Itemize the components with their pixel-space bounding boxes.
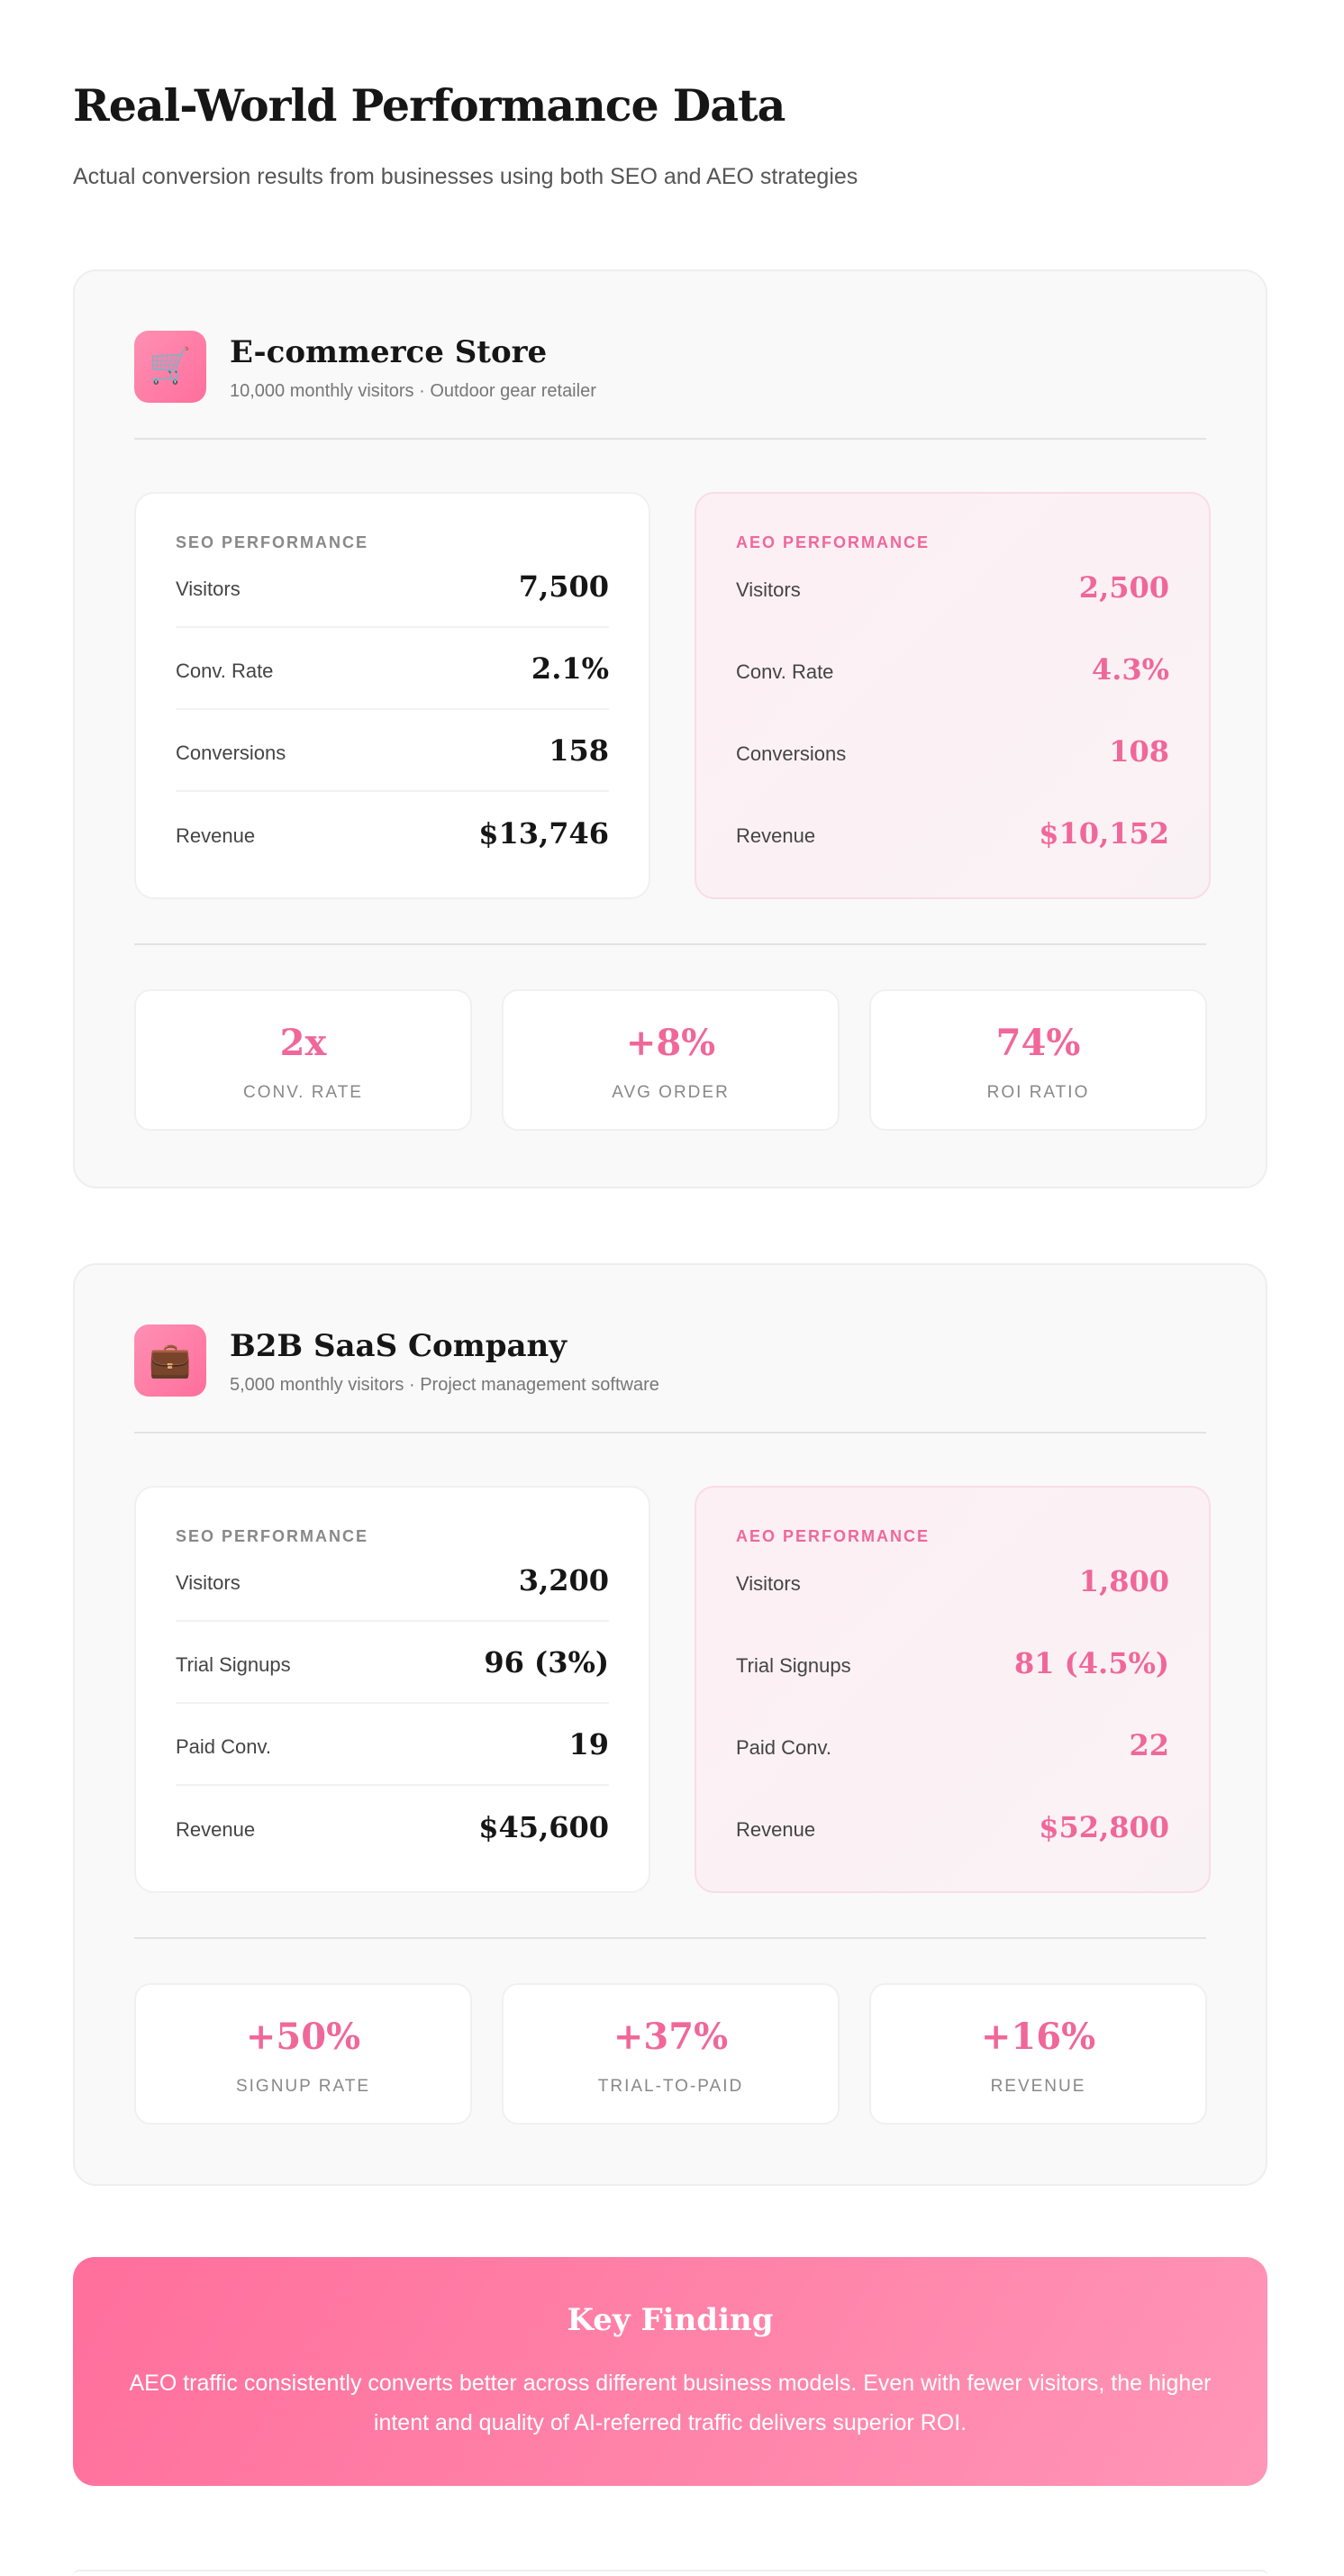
seo-performance-label: SEO PERFORMANCE	[176, 533, 369, 551]
seo-performance-panel: SEO PERFORMANCE Visitors 7,500 Conv. Rat…	[134, 492, 650, 899]
metric-label: Trial Signups	[176, 1652, 291, 1676]
metric-row: Paid Conv. 19	[176, 1704, 609, 1786]
aeo-performance-label: AEO PERFORMANCE	[736, 533, 931, 551]
stat-label: SIGNUP RATE	[235, 2077, 371, 2096]
metric-label: Paid Conv.	[176, 1734, 271, 1758]
key-finding-body: AEO traffic consistently converts better…	[129, 2371, 1212, 2435]
metric-label: Visitors	[176, 577, 241, 600]
case-meta: 5,000 monthly visitors · Project managem…	[230, 1375, 659, 1395]
page-title: Real-World Performance Data	[73, 79, 786, 132]
case-name: E-commerce Store	[230, 334, 548, 370]
metric-row: Visitors 7,500	[176, 546, 609, 628]
aeo-performance-panel: AEO PERFORMANCE Visitors 1,800 Trial Sig…	[695, 1486, 1211, 1893]
metric-row: Revenue $10,152	[736, 792, 1169, 874]
stat-label: REVENUE	[990, 2077, 1086, 2096]
stat-box: 74% ROI RATIO	[869, 989, 1207, 1131]
metric-value: 96 (3%)	[484, 1644, 609, 1679]
metric-value: 1,800	[1078, 1563, 1169, 1598]
metric-label: Revenue	[176, 1817, 256, 1841]
stat-value: +37%	[613, 2016, 729, 2058]
stat-label: TRIAL-TO-PAID	[597, 2077, 744, 2096]
key-finding-title: Key Finding	[567, 2302, 774, 2338]
seo-performance-panel: SEO PERFORMANCE Visitors 3,200 Trial Sig…	[134, 1486, 650, 1893]
metric-value: $10,152	[1039, 815, 1169, 851]
divider	[134, 1432, 1206, 1434]
metric-label: Visitors	[736, 1571, 801, 1595]
divider	[134, 943, 1206, 945]
stat-box: +8% AVG ORDER	[502, 989, 840, 1131]
metric-value: $13,746	[478, 815, 609, 851]
metric-row: Revenue $13,746	[176, 792, 609, 874]
metric-row: Trial Signups 96 (3%)	[176, 1622, 609, 1704]
metric-value: 81 (4.5%)	[1013, 1645, 1169, 1680]
metric-label: Trial Signups	[736, 1653, 851, 1677]
metric-row: Conv. Rate 4.3%	[736, 628, 1169, 710]
metric-row: Revenue $52,800	[736, 1786, 1169, 1868]
metric-label: Visitors	[736, 578, 801, 601]
metric-row: Conversions 108	[736, 710, 1169, 792]
stat-value: 2x	[279, 1022, 327, 1064]
stat-label: CONV. RATE	[243, 1083, 363, 1102]
case-header: 💼 B2B SaaS Company 5,000 monthly visitor…	[134, 1324, 1206, 1397]
metric-row: Paid Conv. 22	[736, 1704, 1169, 1786]
briefcase-icon: 💼	[134, 1324, 206, 1397]
metric-value: $52,800	[1039, 1809, 1169, 1844]
metric-label: Revenue	[736, 1817, 816, 1841]
case-card-ecommerce: 🛒 E-commerce Store 10,000 monthly visito…	[73, 269, 1267, 1188]
page-subtitle: Actual conversion results from businesse…	[73, 164, 858, 189]
stat-value: +16%	[980, 2016, 1096, 2058]
divider	[134, 438, 1206, 440]
metric-label: Revenue	[736, 824, 816, 847]
stat-value: 74%	[995, 1022, 1081, 1064]
stat-value: +50%	[245, 2016, 361, 2058]
metric-row: Visitors 2,500	[736, 546, 1169, 628]
metric-value: 4.3%	[1091, 651, 1169, 687]
metric-value: 158	[549, 733, 609, 768]
stat-box: +50% SIGNUP RATE	[134, 1983, 472, 2125]
stat-box: 2x CONV. RATE	[134, 989, 472, 1131]
case-card-b2b-saas: 💼 B2B SaaS Company 5,000 monthly visitor…	[73, 1263, 1267, 2186]
stat-box: +37% TRIAL-TO-PAID	[502, 1983, 840, 2125]
metric-value: 3,200	[518, 1562, 609, 1597]
metric-label: Revenue	[176, 824, 256, 847]
metric-label: Conversions	[176, 741, 286, 764]
metric-value: 19	[568, 1726, 609, 1761]
metric-label: Visitors	[176, 1570, 241, 1594]
stat-box: +16% REVENUE	[869, 1983, 1207, 2125]
metric-label: Conversions	[736, 742, 847, 765]
case-meta: 10,000 monthly visitors · Outdoor gear r…	[230, 381, 596, 401]
metric-value: 2,500	[1078, 569, 1169, 605]
metric-row: Conversions 158	[176, 710, 609, 792]
shopping-cart-icon: 🛒	[134, 331, 206, 403]
aeo-performance-panel: AEO PERFORMANCE Visitors 2,500 Conv. Rat…	[695, 492, 1211, 899]
stat-label: AVG ORDER	[612, 1083, 730, 1102]
metric-label: Conv. Rate	[736, 660, 834, 683]
metric-row: Trial Signups 81 (4.5%)	[736, 1622, 1169, 1704]
next-section-edge	[73, 2570, 1267, 2576]
metric-value: $45,600	[478, 1809, 609, 1844]
stat-value: +8%	[625, 1022, 716, 1064]
divider	[134, 1937, 1206, 1939]
metric-row: Conv. Rate 2.1%	[176, 628, 609, 710]
case-header: 🛒 E-commerce Store 10,000 monthly visito…	[134, 331, 1206, 403]
metric-label: Paid Conv.	[736, 1735, 831, 1759]
key-finding-banner: Key Finding AEO traffic consistently con…	[73, 2257, 1267, 2486]
metric-value: 7,500	[518, 569, 609, 604]
stat-label: ROI RATIO	[986, 1083, 1090, 1102]
metric-row: Visitors 1,800	[736, 1540, 1169, 1622]
aeo-performance-label: AEO PERFORMANCE	[736, 1527, 931, 1545]
metric-row: Visitors 3,200	[176, 1540, 609, 1622]
metric-row: Revenue $45,600	[176, 1786, 609, 1868]
metric-value: 22	[1129, 1727, 1169, 1762]
metric-label: Conv. Rate	[176, 659, 274, 682]
metric-value: 2.1%	[531, 651, 609, 686]
metric-value: 108	[1109, 733, 1169, 769]
case-name: B2B SaaS Company	[230, 1328, 567, 1364]
seo-performance-label: SEO PERFORMANCE	[176, 1527, 369, 1545]
